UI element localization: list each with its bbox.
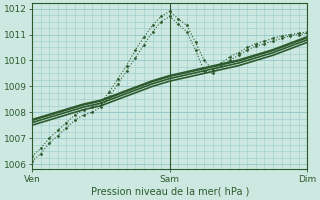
X-axis label: Pression niveau de la mer( hPa ): Pression niveau de la mer( hPa ) bbox=[91, 187, 249, 197]
